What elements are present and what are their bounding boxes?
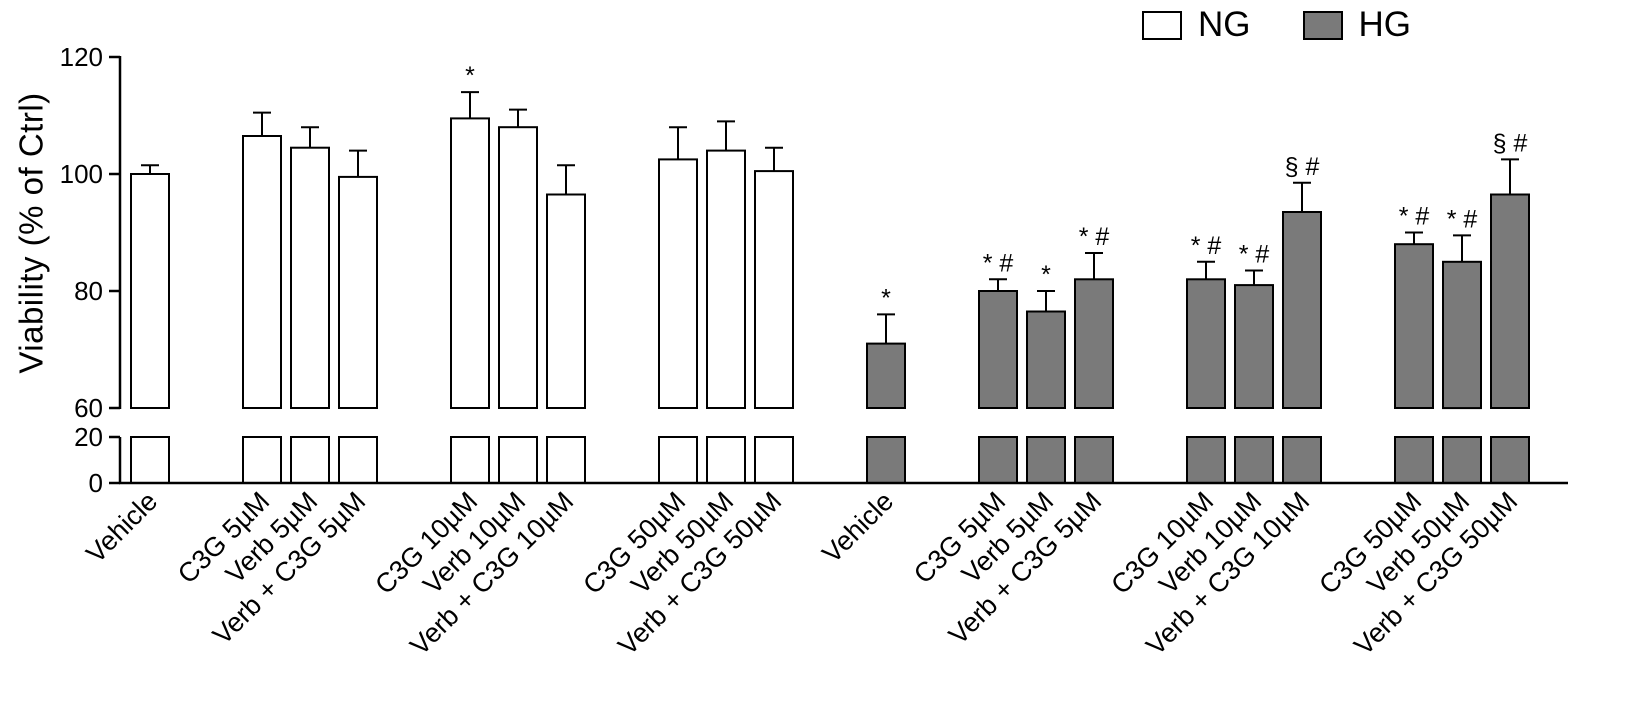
bar-upper-segment (290, 146, 330, 409)
significance-label: * (881, 284, 891, 312)
y-tick-label: 20 (74, 422, 103, 452)
bar-lower-segment (1394, 436, 1434, 484)
bar-lower-segment (130, 436, 170, 484)
bar-upper-segment (754, 170, 794, 409)
legend-label-ng: NG (1198, 5, 1251, 44)
significance-label: * # (1447, 205, 1478, 233)
bar-upper-segment (1074, 278, 1114, 409)
legend: NG HG (1142, 5, 1411, 45)
bar-lower-segment (450, 436, 490, 484)
bar-ng-1: Vehicle (80, 164, 170, 569)
bar-upper-segment (978, 290, 1018, 409)
bar-lower-segment (754, 436, 794, 484)
significance-label: * # (1239, 241, 1270, 269)
legend-entry-hg: HG (1302, 5, 1412, 45)
bar-lower-segment (1234, 436, 1274, 484)
y-tick-label: 100 (60, 159, 103, 189)
bar-ng-2: C3G 5µM (172, 111, 282, 589)
significance-label: § # (1285, 153, 1320, 181)
bar-upper-segment (338, 175, 378, 409)
bar-lower-segment (658, 436, 698, 484)
y-tick-label: 0 (89, 468, 103, 498)
y-tick-label: 60 (74, 393, 103, 423)
bar-ng-5: *C3G 10µM (369, 62, 490, 600)
significance-label: * # (983, 249, 1014, 277)
bar-upper-segment (1234, 284, 1274, 410)
significance-label: * # (1079, 223, 1110, 251)
legend-entry-ng: NG (1142, 5, 1251, 45)
bar-lower-segment (1282, 436, 1322, 484)
bar-lower-segment (290, 436, 330, 484)
bar-lower-segment (1442, 436, 1482, 484)
bar-upper-segment (1282, 211, 1322, 409)
bar-lower-segment (1186, 436, 1226, 484)
bar-upper-segment (1490, 193, 1530, 409)
x-tick-label: Vehicle (816, 486, 899, 569)
bar-upper-segment (1026, 310, 1066, 409)
bar-lower-segment (338, 436, 378, 484)
bar-lower-segment (978, 436, 1018, 484)
legend-swatch-ng (1142, 10, 1182, 40)
bar-upper-segment (450, 117, 490, 410)
bar-upper-segment (1186, 278, 1226, 409)
legend-label-hg: HG (1358, 5, 1412, 44)
bar-upper-segment (1442, 260, 1482, 410)
bar-upper-segment (706, 149, 746, 409)
bar-lower-segment (498, 436, 538, 484)
significance-label: * (1041, 261, 1051, 289)
x-tick-label: Vehicle (80, 486, 163, 569)
bar-upper-segment (1394, 243, 1434, 409)
bar-lower-segment (706, 436, 746, 484)
significance-label: § # (1493, 129, 1528, 157)
legend-swatch-hg (1302, 10, 1343, 40)
bar-upper-segment (658, 158, 698, 409)
significance-label: * # (1191, 232, 1222, 260)
bar-upper-segment (242, 135, 282, 409)
bar-upper-segment (498, 126, 538, 409)
significance-label: * # (1399, 203, 1430, 231)
y-tick-label: 120 (60, 42, 103, 72)
bar-lower-segment (242, 436, 282, 484)
bar-upper-segment (546, 193, 586, 409)
bar-lower-segment (1074, 436, 1114, 484)
bar-hg-1: * Vehicle (816, 284, 906, 569)
bar-upper-segment (866, 342, 906, 410)
bar-lower-segment (1026, 436, 1066, 484)
bar-lower-segment (1490, 436, 1530, 484)
y-tick-label: 80 (74, 276, 103, 306)
bar-lower-segment (866, 436, 906, 484)
bar-upper-segment (130, 173, 170, 409)
significance-label: * (465, 62, 475, 90)
bar-lower-segment (546, 436, 586, 484)
axes: 60 80 100 120 0 20 (60, 42, 1568, 498)
